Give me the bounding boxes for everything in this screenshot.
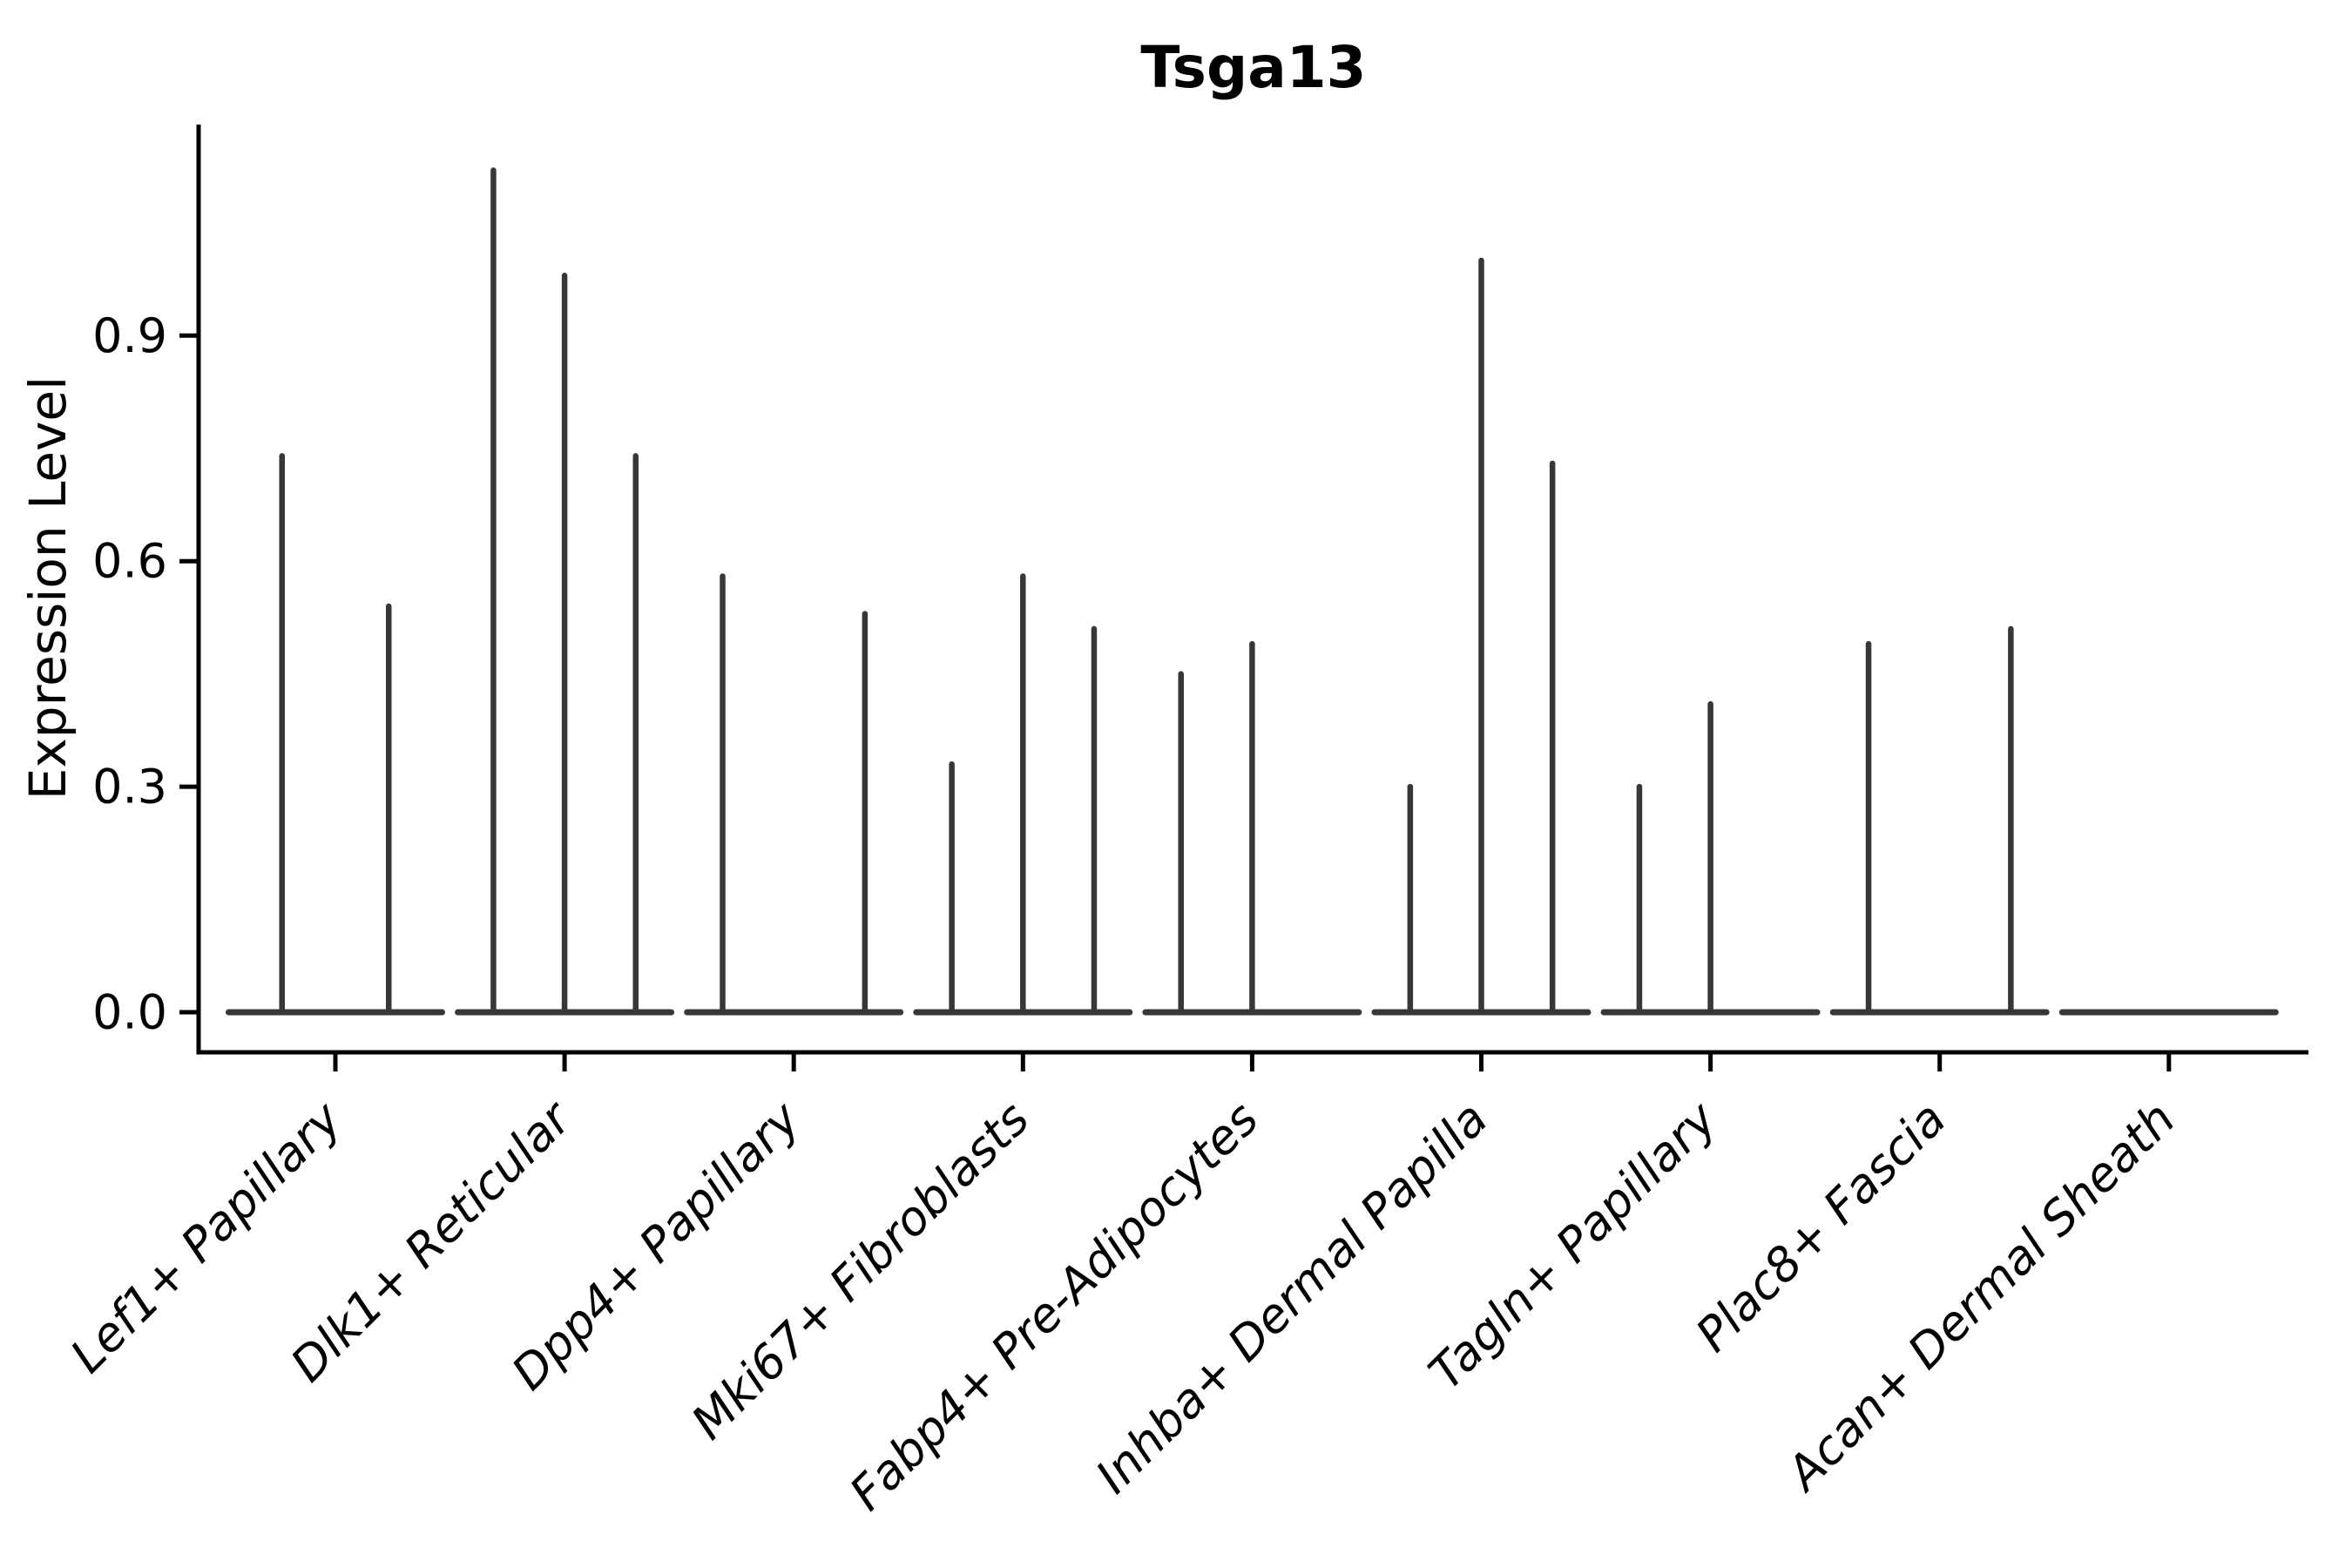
plot-title: Tsga13: [1140, 34, 1366, 101]
y-tick-label: 0.0: [92, 985, 167, 1040]
y-ticks-layer: 0.0 0.3 0.6 0.9: [92, 308, 199, 1040]
y-tick-label: 0.6: [92, 534, 167, 589]
y-tick-label: 0.3: [92, 760, 167, 814]
x-ticks-layer: [333, 1052, 2172, 1071]
violins-layer: [226, 167, 2279, 1016]
y-axis-label: Expression Level: [18, 376, 78, 800]
y-tick-label: 0.9: [92, 308, 167, 363]
